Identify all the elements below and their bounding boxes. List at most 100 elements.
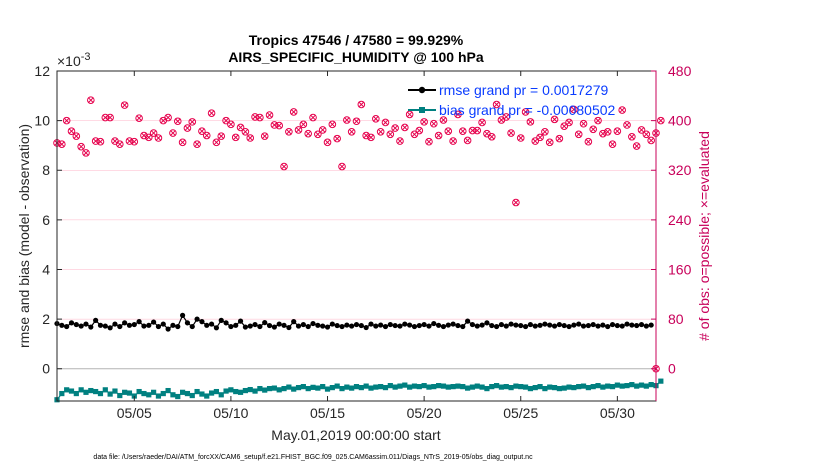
obs-possible-point <box>526 118 535 126</box>
obs-evaluated-point <box>339 163 345 170</box>
bias-point <box>460 384 466 390</box>
obs-possible-point <box>101 113 110 122</box>
obs-evaluated-point <box>68 128 75 135</box>
bias-point <box>638 382 645 388</box>
x-tick-label: 05/30 <box>600 405 635 421</box>
bias-point <box>479 384 485 390</box>
rmse-point <box>204 322 210 328</box>
bias-point <box>614 382 620 388</box>
obs-evaluated-point <box>522 108 529 115</box>
y-right-tick-label: 160 <box>668 261 692 277</box>
obs-possible-point <box>173 117 182 126</box>
obs-evaluated-point <box>619 107 626 114</box>
obs-evaluated-point <box>324 139 331 146</box>
rmse-point <box>440 323 447 330</box>
obs-evaluated-point <box>213 139 220 146</box>
bias-point <box>160 390 166 397</box>
bias-point <box>68 388 75 394</box>
obs-possible-point <box>642 130 651 139</box>
obs-possible-point <box>149 129 158 137</box>
obs-evaluated-point <box>464 137 471 144</box>
rmse-point <box>416 322 422 329</box>
bias-point <box>624 383 630 389</box>
bias-point <box>155 393 162 399</box>
obs-possible-point <box>603 127 612 136</box>
obs-possible-point <box>584 137 593 146</box>
obs-possible-point <box>439 116 448 124</box>
bias-point <box>580 383 587 389</box>
rmse-point <box>479 322 485 328</box>
bias-point <box>407 384 413 390</box>
bias-point <box>339 385 345 392</box>
bias-point <box>484 385 490 392</box>
rmse-point <box>59 322 65 328</box>
rmse-point <box>68 320 75 326</box>
rmse-point <box>436 322 442 328</box>
obs-evaluated-point <box>426 138 432 145</box>
obs-possible-point <box>376 127 385 136</box>
rmse-point <box>537 322 543 328</box>
title-line2: AIRS_SPECIFIC_HUMIDITY @ 100 hPa <box>228 49 484 65</box>
bias-point <box>151 389 157 395</box>
legend-bias-text: bias grand pr = -0.00080502 <box>439 102 616 118</box>
rmse-point <box>199 319 205 325</box>
x-tick-label: 05/05 <box>117 405 152 421</box>
rmse-point <box>247 323 253 329</box>
obs-possible-point <box>154 134 163 142</box>
bias-point <box>213 388 220 395</box>
obs-evaluated-point <box>218 133 225 140</box>
obs-possible-point <box>357 100 366 109</box>
bias-point <box>179 389 186 395</box>
bias-point <box>619 383 625 389</box>
obs-possible-point <box>570 105 578 114</box>
obs-possible-point <box>82 149 90 157</box>
obs-possible-point <box>657 116 665 125</box>
rmse-point <box>465 318 471 324</box>
obs-evaluated-point <box>169 130 176 136</box>
rmse-point <box>532 323 538 329</box>
obs-possible-point <box>367 133 375 142</box>
rmse-point <box>489 322 495 329</box>
obs-evaluated-point <box>107 114 114 121</box>
x-tick-label: 05/10 <box>213 405 248 421</box>
y-right-tick-label: 80 <box>668 311 684 327</box>
bias-point <box>175 393 181 400</box>
rmse-point <box>431 320 437 327</box>
obs-possible-point <box>106 113 114 122</box>
bias-point <box>266 385 273 392</box>
series-obs-count <box>53 96 665 373</box>
rmse-point <box>460 323 466 330</box>
obs-possible-point <box>565 118 573 127</box>
obs-evaluated-point <box>295 126 302 133</box>
y-exponent-label: ×10-3 <box>57 51 91 69</box>
rmse-point <box>556 321 562 328</box>
obs-evaluated-point <box>136 115 143 122</box>
obs-evaluated-point <box>387 131 394 138</box>
bias-point <box>117 392 123 399</box>
rmse-point <box>527 321 534 328</box>
bias-point <box>648 382 654 388</box>
rmse-point <box>131 321 137 328</box>
obs-possible-point <box>285 127 293 136</box>
bias-point <box>334 383 340 389</box>
obs-possible-point <box>444 127 453 135</box>
obs-possible-point <box>512 198 520 207</box>
obs-possible-point <box>77 142 85 151</box>
bias-point <box>595 383 601 389</box>
bias-point <box>184 390 191 397</box>
obs-possible-point <box>217 132 226 140</box>
obs-evaluated-point <box>319 126 326 133</box>
rmse-point <box>179 312 186 318</box>
bias-point <box>204 393 210 399</box>
obs-evaluated-point <box>281 163 287 170</box>
obs-evaluated-point <box>450 138 457 145</box>
bias-point <box>291 386 297 392</box>
bias-point <box>392 384 398 390</box>
bias-point <box>440 383 447 389</box>
rmse-point <box>503 323 509 329</box>
series-rmse <box>54 312 654 332</box>
bias-point <box>320 384 326 390</box>
bias-point <box>551 385 558 391</box>
rmse-point <box>344 322 350 328</box>
obs-evaluated-point <box>165 114 172 121</box>
